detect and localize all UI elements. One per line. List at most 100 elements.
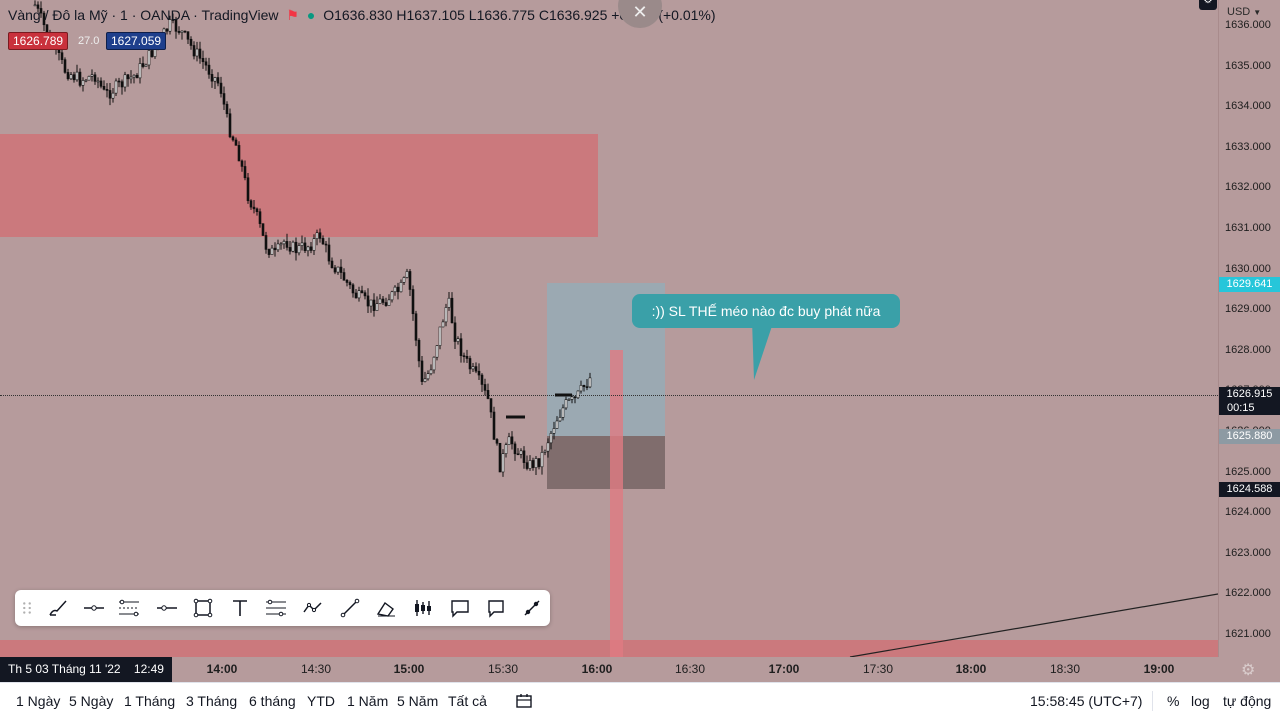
candle-body (105, 89, 109, 91)
candle-body (93, 74, 97, 82)
price-tick-label: 1621.000 (1225, 628, 1271, 640)
candle-body (69, 74, 73, 80)
candle-body (501, 453, 505, 473)
sell-price-box[interactable]: 1626.789 (8, 32, 69, 50)
callout-text: :)) SL THẾ méo nào đc buy phát nữa (651, 303, 881, 319)
drawing-toolbar[interactable] (15, 590, 550, 626)
callout-annotation[interactable]: :)) SL THẾ méo nào đc buy phát nữa (632, 294, 900, 328)
candle-body (321, 238, 325, 245)
range-button[interactable]: 5 Ngày (69, 693, 114, 709)
candle-body (558, 417, 562, 422)
candle-body (333, 267, 337, 273)
percent-scale-toggle[interactable]: % (1167, 693, 1180, 709)
range-button[interactable]: 1 Năm (347, 693, 389, 709)
symbol-legend[interactable]: Vàng / Đô la Mỹ · 1 · OANDA · TradingVie… (8, 7, 720, 24)
time-axis[interactable]: Th 5 03 Tháng 11 '22 12:49 14:00 14:30 15:… (0, 657, 1280, 682)
candle-body (480, 374, 484, 385)
candle-body (213, 77, 217, 82)
candle-body (42, 12, 46, 26)
candle-body (129, 76, 133, 80)
candle-body (237, 145, 241, 162)
range-button[interactable]: 3 Tháng (186, 693, 238, 709)
candle-body (186, 31, 190, 40)
horizontal-ray-icon[interactable] (152, 593, 182, 623)
candle-body (387, 299, 391, 306)
time-tick-label: 19:00 (1143, 662, 1175, 676)
candle-body (198, 48, 202, 59)
arrow-marker-icon[interactable] (517, 593, 547, 623)
log-scale-toggle[interactable]: log (1191, 693, 1210, 709)
trend-line-icon[interactable] (335, 593, 365, 623)
candle-body (549, 433, 553, 444)
candle-body (261, 223, 265, 236)
candle-body (375, 303, 379, 311)
market-status-dot-icon: ● (306, 7, 316, 23)
eraser-icon[interactable] (371, 593, 401, 623)
range-button[interactable]: 1 Tháng (124, 693, 176, 709)
candle-body (450, 297, 454, 324)
price-tick-label: 1636.000 (1225, 19, 1271, 31)
candles-icon[interactable] (408, 593, 438, 623)
settings-icon[interactable]: ⚙ (1199, 0, 1217, 10)
time-tick-label: 15:00 (393, 662, 425, 676)
fib-retracement-icon[interactable] (261, 593, 291, 623)
long-position-stop-zone[interactable] (547, 436, 665, 489)
parallel-channel-icon[interactable] (114, 593, 144, 623)
candle-body (174, 19, 178, 32)
candle-body (417, 339, 421, 362)
supply-zone-upper[interactable] (0, 134, 598, 237)
candle-body (354, 292, 358, 299)
candle-body (366, 295, 370, 307)
buy-price-box[interactable]: 1627.059 (106, 32, 167, 50)
candle-body (342, 272, 346, 281)
red-vertical-highlight[interactable] (610, 350, 623, 657)
range-button[interactable]: 1 Ngày (16, 693, 61, 709)
candle-body (96, 80, 100, 83)
candle-body (204, 61, 208, 66)
candle-body (429, 369, 433, 374)
time-tick-label: 17:00 (768, 662, 800, 676)
candle-body (288, 247, 292, 252)
brush-icon[interactable] (43, 593, 73, 623)
currency-selector[interactable]: USD ▼ (1227, 6, 1261, 18)
horizontal-line-icon[interactable] (79, 593, 109, 623)
text-icon[interactable] (225, 593, 255, 623)
price-axis[interactable]: USD ▼ ⚙ 1636.000 1635.000 1634.000 1633.000… (1199, 0, 1280, 657)
candle-body (309, 246, 313, 251)
candlestick-series[interactable] (0, 0, 1218, 657)
balloon-icon[interactable] (481, 593, 511, 623)
candle-body (135, 74, 139, 79)
range-button[interactable]: Tất cả (448, 693, 487, 709)
candle-body (234, 139, 238, 146)
price-tick-label: 1633.000 (1225, 140, 1271, 153)
candle-body (78, 71, 82, 86)
candle-body (168, 19, 172, 32)
candle-body (405, 271, 409, 278)
rectangle-icon[interactable] (188, 593, 218, 623)
candle-body (303, 242, 307, 252)
candle-body (360, 290, 364, 294)
candle-body (456, 338, 460, 342)
path-icon[interactable] (298, 593, 328, 623)
timezone-clock[interactable]: 15:58:45 (UTC+7) (1030, 693, 1143, 709)
bottom-toolbar[interactable]: 1 Ngày 5 Ngày 1 Tháng 3 Tháng 6 tháng YTD 1 Nă… (0, 682, 1280, 720)
candle-body (447, 297, 451, 308)
candle-body (465, 355, 469, 359)
entry-price-label: 1625.880 (1219, 429, 1280, 444)
auto-scale-toggle[interactable]: tự động (1223, 693, 1272, 709)
range-button[interactable]: 5 Năm (397, 693, 439, 709)
grip-icon[interactable] (17, 593, 37, 623)
chart-pane[interactable]: :)) SL THẾ méo nào đc buy phát nữa Vàng … (0, 0, 1218, 657)
range-button[interactable]: YTD (307, 693, 335, 709)
candle-body (114, 80, 118, 94)
gear-icon[interactable]: ⚙ (1241, 662, 1256, 679)
candle-body (528, 460, 532, 469)
candle-body (87, 76, 91, 81)
calendar-range-icon[interactable] (514, 691, 534, 714)
range-button[interactable]: 6 tháng (249, 693, 296, 709)
candle-body (276, 243, 280, 251)
symbol-title[interactable]: Vàng / Đô la Mỹ · 1 · OANDA · TradingVie… (8, 7, 279, 23)
candle-body (39, 8, 43, 14)
price-tick-label: 1624.000 (1225, 506, 1271, 519)
callout-icon[interactable] (445, 593, 475, 623)
